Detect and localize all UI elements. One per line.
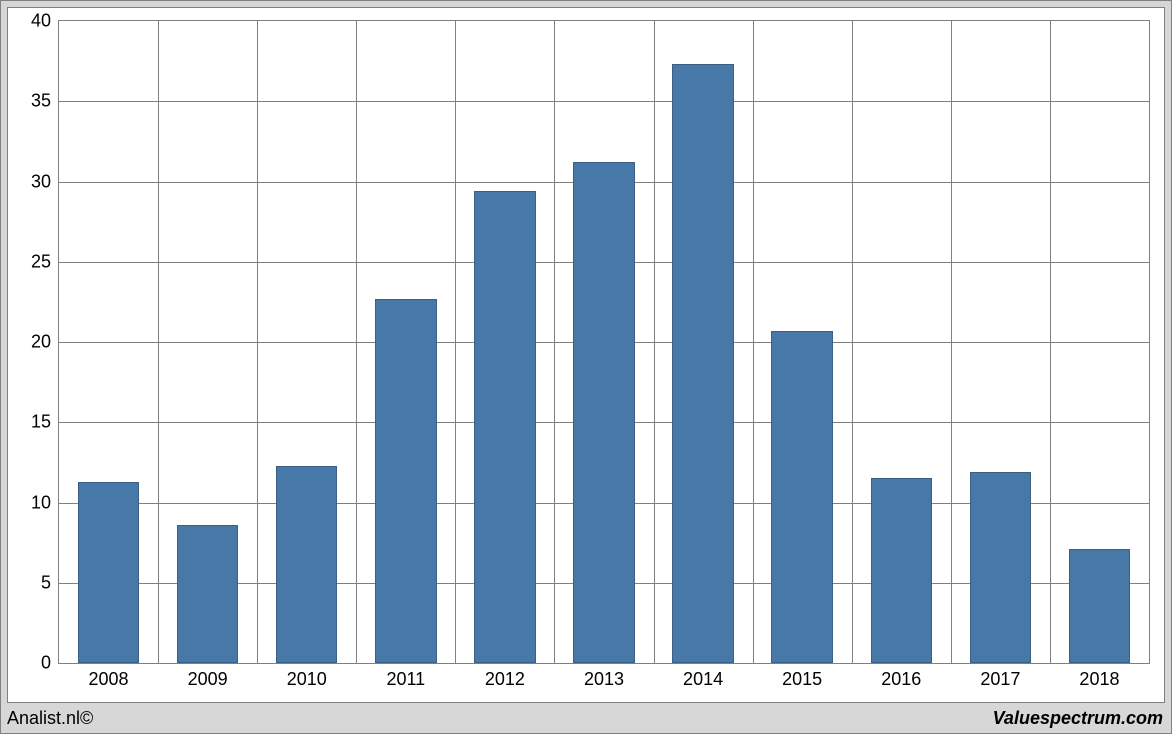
bar (78, 482, 139, 663)
chart-inner-panel: 0 5 10 15 20 25 30 35 40 2008 2009 2010 2011 2012 2013… (7, 7, 1165, 703)
y-tick-label: 5 (41, 572, 59, 593)
footer-left-credit: Analist.nl© (7, 708, 93, 729)
gridline-v (1050, 21, 1051, 663)
bar (375, 299, 436, 663)
x-tick-label: 2017 (980, 663, 1020, 690)
gridline-v (654, 21, 655, 663)
x-tick-label: 2013 (584, 663, 624, 690)
y-tick-label: 15 (31, 412, 59, 433)
x-tick-label: 2012 (485, 663, 525, 690)
bar (771, 331, 832, 663)
gridline-v (356, 21, 357, 663)
footer-right-credit: Valuespectrum.com (993, 708, 1163, 729)
gridline-h (59, 101, 1149, 102)
gridline-v (554, 21, 555, 663)
y-tick-label: 20 (31, 332, 59, 353)
bar (970, 472, 1031, 663)
gridline-v (852, 21, 853, 663)
x-tick-label: 2010 (287, 663, 327, 690)
x-tick-label: 2011 (386, 663, 425, 690)
plot-area: 0510152025303540200820092010201120122013… (58, 20, 1150, 664)
gridline-v (753, 21, 754, 663)
y-tick-label: 35 (31, 91, 59, 112)
bar (672, 64, 733, 663)
bar (871, 478, 932, 663)
y-tick-label: 0 (41, 653, 59, 674)
x-tick-label: 2009 (188, 663, 228, 690)
x-tick-label: 2008 (89, 663, 129, 690)
y-tick-label: 30 (31, 171, 59, 192)
y-tick-label: 40 (31, 11, 59, 32)
gridline-v (257, 21, 258, 663)
x-tick-label: 2015 (782, 663, 822, 690)
x-tick-label: 2014 (683, 663, 723, 690)
x-tick-label: 2018 (1079, 663, 1119, 690)
bar (177, 525, 238, 663)
chart-container: 0 5 10 15 20 25 30 35 40 2008 2009 2010 2011 2012 2013… (0, 0, 1172, 734)
bar (573, 162, 634, 663)
bar (276, 466, 337, 663)
bar (1069, 549, 1130, 663)
gridline-v (158, 21, 159, 663)
gridline-v (455, 21, 456, 663)
y-tick-label: 25 (31, 251, 59, 272)
y-tick-label: 10 (31, 492, 59, 513)
bar (474, 191, 535, 663)
x-tick-label: 2016 (881, 663, 921, 690)
gridline-v (951, 21, 952, 663)
